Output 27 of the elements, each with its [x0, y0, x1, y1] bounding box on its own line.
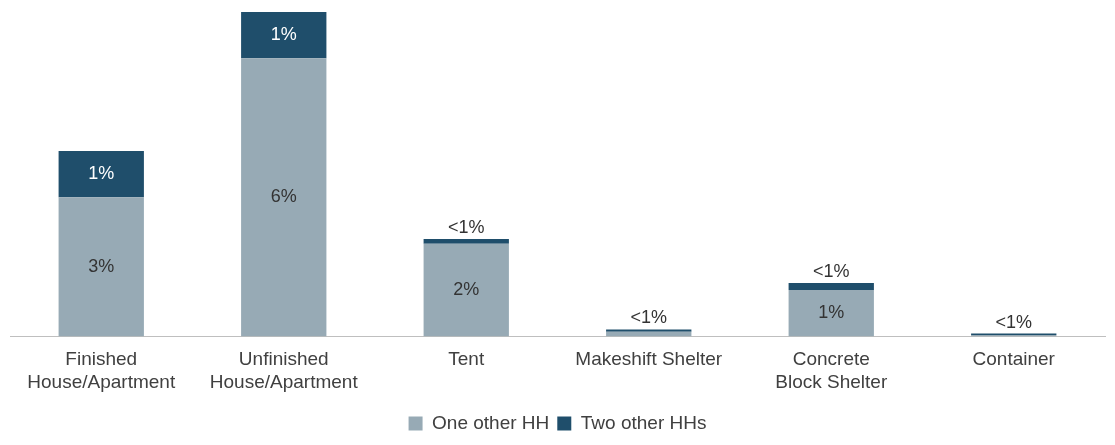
- x-tick-label: Makeshift Shelter: [575, 348, 723, 370]
- bar: [241, 12, 327, 59]
- x-tick-label: Container: [972, 348, 1056, 370]
- data-label: <1%: [995, 311, 1033, 332]
- data-label: <1%: [447, 217, 485, 238]
- data-label: <1%: [630, 307, 668, 328]
- bar: [423, 243, 509, 337]
- legend-label: Two other HHs: [580, 411, 707, 433]
- x-tick-label: Unfinished House/Apartment: [209, 348, 359, 392]
- data-label: 1%: [88, 163, 115, 184]
- bar: [788, 290, 874, 337]
- x-tick-label: Tent: [448, 348, 485, 370]
- data-label: 2%: [453, 279, 480, 300]
- data-label: 1%: [818, 302, 845, 323]
- bar: [241, 58, 327, 337]
- x-tick-label: Finished House/Apartment: [27, 348, 176, 392]
- bar: [788, 283, 874, 291]
- bar: [423, 239, 509, 244]
- data-label: <1%: [812, 261, 850, 282]
- bar: [58, 151, 144, 198]
- legend-label: One other HH: [432, 411, 550, 433]
- x-tick-label: Concrete Block Shelter: [775, 348, 888, 392]
- bar: [58, 197, 144, 337]
- data-label: 1%: [270, 24, 297, 45]
- bar: [606, 329, 692, 332]
- data-label: 3%: [88, 255, 115, 276]
- data-label: 6%: [270, 186, 297, 207]
